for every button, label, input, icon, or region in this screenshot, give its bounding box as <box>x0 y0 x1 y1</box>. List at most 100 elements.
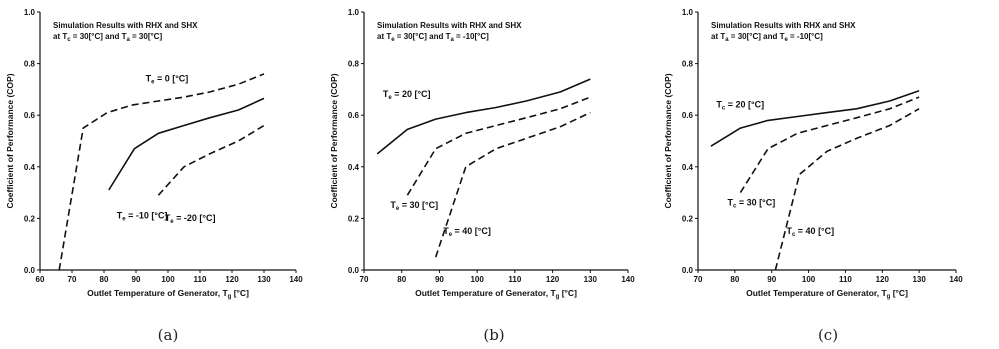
text-part: at T <box>711 32 725 41</box>
y-tick-label: 0.0 <box>348 266 360 275</box>
text-part: = 40 [°C] <box>452 226 491 236</box>
text-part: = -10[°C] <box>788 32 823 41</box>
series-line-1 <box>58 73 265 271</box>
x-tick-label: 100 <box>470 275 484 284</box>
subscript-text: c <box>722 105 726 111</box>
x-axis-label: Outlet Temperature of Generator, Tg [°C] <box>87 288 249 300</box>
series-label-3: Te = -20 [°C] <box>165 213 216 225</box>
y-tick-label: 0.6 <box>24 111 36 120</box>
subscript-text: e <box>170 219 174 225</box>
subscript-text: e <box>388 95 392 101</box>
y-tick-label: 0.0 <box>24 266 36 275</box>
panel-caption: (b) <box>483 326 504 344</box>
subscript-text: c <box>733 204 737 210</box>
x-tick-label: 70 <box>694 275 703 284</box>
x-tick-label: 130 <box>257 275 271 284</box>
chart-subtitle: at Te = 30[°C] and Ta = -10[°C] <box>377 32 489 43</box>
text-part: T <box>716 99 722 109</box>
text-part: = 40 [°C] <box>795 226 834 236</box>
subscript-text: e <box>391 37 395 43</box>
series-label-2: Te = -10 [°C] <box>117 210 168 222</box>
y-tick-label: 0.8 <box>348 60 360 69</box>
chart-panel-1: 60 70 80 90 100 110 120 130 140 0.0 0.2 0.4 0.6 0.8 1.… <box>5 8 303 300</box>
y-tick-label: 0.6 <box>348 111 360 120</box>
x-tick-label: 120 <box>225 275 239 284</box>
y-tick-label: 1.0 <box>682 8 694 17</box>
text-part: at T <box>377 32 391 41</box>
chart-panel-2: 70 80 90 100 110 120 130 140 0.0 0.2 0.4 0.6 0.8 1.0 S… <box>329 8 635 300</box>
text-part: Outlet Temperature of Generator, T <box>415 288 556 298</box>
chart-panel-3: 70 80 90 100 110 120 130 140 0.0 0.2 0.4 0.6 0.8 1.0 S… <box>663 8 963 300</box>
text-part: = 30 [°C] <box>736 198 775 208</box>
subscript-text: g <box>556 294 560 300</box>
text-part: T <box>146 74 152 84</box>
x-tick-label: 120 <box>876 275 890 284</box>
x-tick-label: 90 <box>767 275 776 284</box>
subscript-text: a <box>725 37 729 43</box>
x-tick-label: 110 <box>194 275 207 284</box>
text-part: T <box>383 89 389 99</box>
x-tick-label: 60 <box>36 275 45 284</box>
subscript-text: a <box>450 37 454 43</box>
chart-title: Simulation Results with RHX and SHX <box>377 21 522 30</box>
x-tick-label: 130 <box>584 275 598 284</box>
x-tick-label: 90 <box>132 275 141 284</box>
text-part: = 30[°C] and T <box>729 32 785 41</box>
subscript-text: c <box>792 232 796 238</box>
text-part: T <box>390 200 396 210</box>
series-line-3 <box>434 111 591 258</box>
y-tick-label: 0.0 <box>682 266 694 275</box>
subscript-text: e <box>784 37 788 43</box>
y-tick-label: 1.0 <box>24 8 36 17</box>
text-part: at T <box>53 32 67 41</box>
y-tick-label: 0.2 <box>24 214 36 223</box>
series-line-1 <box>710 89 920 147</box>
x-tick-label: 120 <box>546 275 560 284</box>
series-label-1: Tc = 20 [°C] <box>716 99 764 111</box>
text-part: Outlet Temperature of Generator, T <box>87 288 228 298</box>
x-tick-label: 100 <box>802 275 816 284</box>
panel-caption: (a) <box>158 326 179 344</box>
text-part: = 30[°C] <box>130 32 163 41</box>
text-part: T <box>443 226 449 236</box>
series-label-2: Te = 30 [°C] <box>390 200 438 212</box>
text-part: = -10[°C] <box>454 32 489 41</box>
x-tick-label: 140 <box>949 275 963 284</box>
series-line-3 <box>774 108 920 271</box>
y-tick-label: 0.8 <box>682 60 694 69</box>
x-tick-label: 140 <box>621 275 635 284</box>
x-tick-label: 110 <box>839 275 852 284</box>
series-line-2 <box>739 96 920 194</box>
series-line-2 <box>406 96 591 196</box>
series-label-3: Te = 40 [°C] <box>443 226 491 238</box>
text-part: Outlet Temperature of Generator, T <box>746 288 887 298</box>
subscript-text: e <box>122 216 126 222</box>
series-label-3: Tc = 40 [°C] <box>786 226 834 238</box>
x-tick-label: 80 <box>397 275 406 284</box>
text-part: = 30[°C] and T <box>71 32 127 41</box>
text-part: T <box>117 210 123 220</box>
text-part: [°C] <box>231 288 249 298</box>
chart-subtitle: at Tc = 30[°C] and Ta = 30[°C] <box>53 32 162 43</box>
x-tick-label: 90 <box>435 275 444 284</box>
series-line-2 <box>108 97 265 191</box>
text-part: = 30[°C] and T <box>395 32 451 41</box>
x-tick-label: 110 <box>508 275 521 284</box>
x-tick-label: 130 <box>912 275 926 284</box>
chart-subtitle: at Ta = 30[°C] and Te = -10[°C] <box>711 32 823 43</box>
text-part: T <box>786 226 792 236</box>
y-tick-label: 0.6 <box>682 111 694 120</box>
x-tick-label: 100 <box>161 275 175 284</box>
y-axis-label: Coefficient of Performance (COP) <box>329 73 339 208</box>
y-tick-label: 0.4 <box>24 163 36 172</box>
text-part: = 20 [°C] <box>725 99 764 109</box>
subscript-text: g <box>887 294 891 300</box>
y-tick-label: 0.8 <box>24 60 36 69</box>
text-part: = 30 [°C] <box>399 200 438 210</box>
y-axis-label: Coefficient of Performance (COP) <box>663 73 673 208</box>
subscript-text: e <box>151 80 155 86</box>
series-label-2: Tc = 30 [°C] <box>727 198 775 210</box>
subscript-text: e <box>449 232 453 238</box>
text-part: T <box>727 198 733 208</box>
